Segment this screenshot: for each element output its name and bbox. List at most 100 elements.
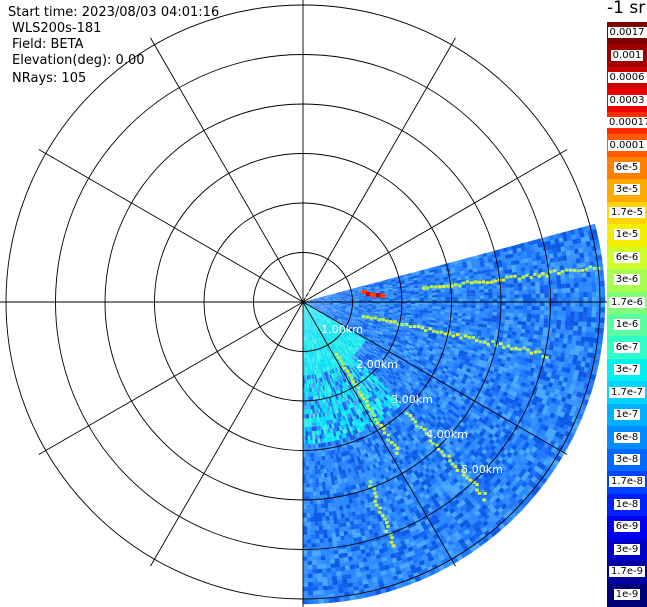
azimuth-spoke: [38, 149, 304, 303]
scan-feature: [429, 285, 434, 289]
scan-feature: [481, 280, 486, 284]
scan-feature: [486, 342, 490, 346]
scan-feature: [435, 330, 440, 334]
scan-feature: [529, 276, 533, 279]
scan-feature: [368, 480, 373, 484]
scan-feature: [405, 411, 409, 415]
scan-feature: [393, 443, 397, 447]
scan-feature: [502, 346, 506, 349]
scan-feature: [416, 325, 421, 329]
scan-feature: [447, 454, 451, 458]
scan-feature: [400, 323, 405, 327]
scan-feature: [501, 278, 506, 282]
azimuth-spoke: [302, 301, 456, 567]
scan-feature: [472, 480, 476, 484]
colorbar-label: 0.0006: [607, 72, 647, 84]
scan-feature: [374, 418, 378, 421]
colorbar-label: 1.7e-7: [608, 386, 646, 398]
scan-feature: [514, 346, 518, 350]
scan-feature: [475, 483, 479, 487]
scan-feature: [404, 322, 409, 326]
scan-feature: [465, 280, 470, 284]
scan-feature: [450, 284, 454, 288]
scan-feature: [381, 514, 385, 518]
scan-feature: [426, 286, 430, 290]
lidar-scan-sector: [302, 223, 606, 605]
scan-feature: [467, 336, 471, 339]
scan-feature: [364, 400, 369, 404]
scan-feature: [378, 510, 382, 514]
instrument-name: WLS200s-181: [12, 21, 102, 36]
scan-feature: [373, 499, 377, 503]
scan-feature: [468, 478, 472, 482]
scan-feature: [577, 269, 581, 273]
scan-feature: [485, 281, 490, 285]
colorbar-label: 0.0017: [607, 27, 647, 39]
scan-feature: [336, 356, 341, 360]
scan-feature: [386, 525, 390, 528]
range-label: 0: [304, 288, 311, 301]
scan-feature: [453, 465, 458, 468]
colorbar-label: 1.7e-5: [608, 206, 646, 218]
range-labels: 0 1.00km 2.00km 3.00km 4.00km 5.00km: [304, 288, 503, 476]
scan-feature: [393, 320, 397, 324]
scan-feature: [445, 284, 450, 288]
scan-feature: [459, 336, 463, 340]
scan-feature: [573, 268, 577, 272]
scan-feature: [436, 448, 441, 451]
colorbar-label: 1e-8: [613, 498, 641, 510]
scan-feature: [382, 427, 386, 431]
colorbar-label: 6e-5: [613, 162, 641, 173]
scan-feature: [345, 369, 350, 373]
scan-feature: [385, 521, 389, 525]
scan-feature: [391, 544, 396, 548]
scan-feature: [475, 339, 479, 343]
field-text: Field: BETA: [12, 37, 84, 52]
scan-feature: [477, 491, 482, 495]
colorbar-label: 3e-5: [613, 184, 641, 196]
scan-feature: [370, 410, 375, 414]
scan-feature: [473, 280, 478, 284]
scan-feature: [410, 417, 415, 421]
scan-feature: [386, 438, 390, 442]
azimuth-spoke: [302, 37, 456, 303]
scan-feature: [374, 495, 379, 499]
scan-feature: [356, 386, 361, 390]
scan-feature: [518, 348, 522, 351]
scan-feature: [469, 281, 474, 285]
scan-feature: [419, 426, 423, 429]
elevation-text: Elevation(deg): 0.00: [12, 53, 145, 68]
scan-feature: [475, 488, 479, 492]
azimuth-spoke: [150, 37, 304, 303]
colorbar-label: 1e-6: [613, 319, 641, 331]
start-time-text: Start time: 2023/08/03 04:01:16: [8, 5, 220, 20]
scan-feature: [538, 350, 542, 354]
scan-feature: [483, 492, 487, 495]
scan-feature: [525, 273, 529, 277]
scan-feature: [455, 468, 459, 472]
colorbar-label: 6e-8: [613, 431, 641, 443]
scan-feature: [450, 462, 455, 466]
scan-feature: [408, 325, 412, 329]
scan-feature: [378, 506, 382, 510]
scan-feature: [499, 342, 503, 345]
scan-feature: [357, 390, 361, 394]
colorbar-label: 1.7e-9: [608, 566, 646, 578]
range-label: 3.00km: [391, 393, 433, 406]
scan-feature: [549, 270, 553, 274]
scan-feature: [568, 268, 573, 272]
scan-hotspot: [376, 293, 381, 297]
scan-feature: [478, 340, 483, 344]
scan-feature: [491, 340, 495, 343]
scan-feature: [522, 346, 526, 350]
scan-feature: [341, 362, 345, 366]
scan-feature: [374, 503, 379, 507]
scan-feature: [477, 280, 482, 284]
scan-feature: [347, 373, 351, 377]
scan-feature: [420, 326, 424, 330]
scan-feature: [373, 316, 377, 320]
scan-feature: [465, 476, 469, 480]
colorbar-label: 0.00017: [607, 117, 647, 129]
scan-feature: [422, 428, 427, 431]
scan-feature: [381, 318, 385, 322]
